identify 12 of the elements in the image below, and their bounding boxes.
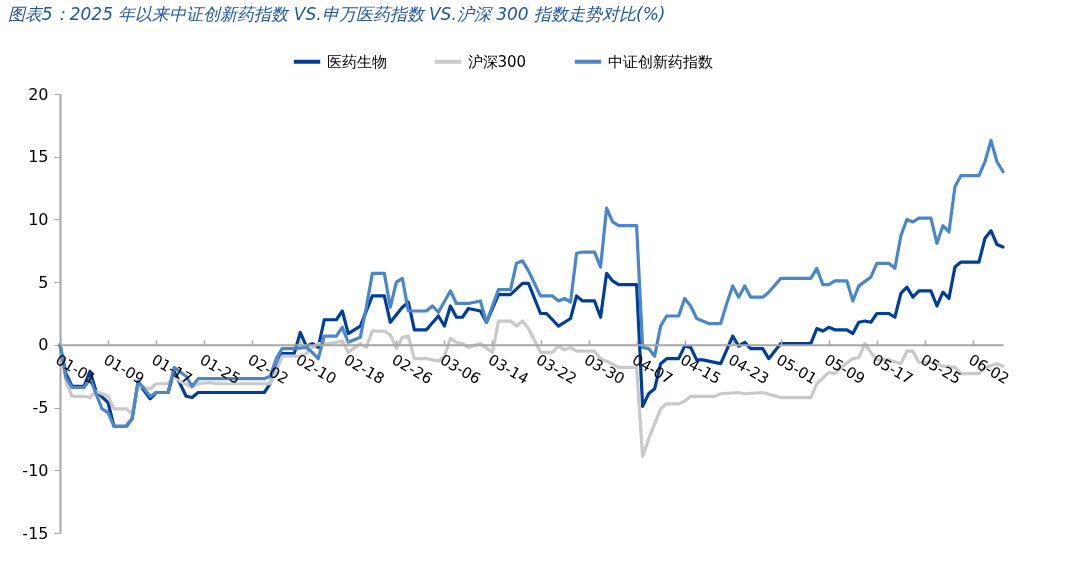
y-tick-label: 5 [38, 272, 49, 292]
chart-title: 图表5：2025 年以来中证创新药指数 VS.申万医药指数 VS.沪深 300 指数走势对比(%) [7, 4, 666, 24]
legend-label: 中证创新药指数 [607, 52, 713, 71]
legend-label: 医药生物 [326, 52, 387, 71]
y-tick-label: -10 [22, 460, 49, 480]
y-tick-label: -5 [32, 398, 49, 418]
y-tick-label: -15 [22, 523, 49, 543]
y-tick-label: 0 [38, 335, 49, 355]
y-tick-label: 15 [28, 147, 49, 167]
y-tick-label: 20 [28, 84, 49, 104]
y-tick-label: 10 [28, 209, 49, 229]
legend-label: 沪深300 [467, 52, 527, 71]
